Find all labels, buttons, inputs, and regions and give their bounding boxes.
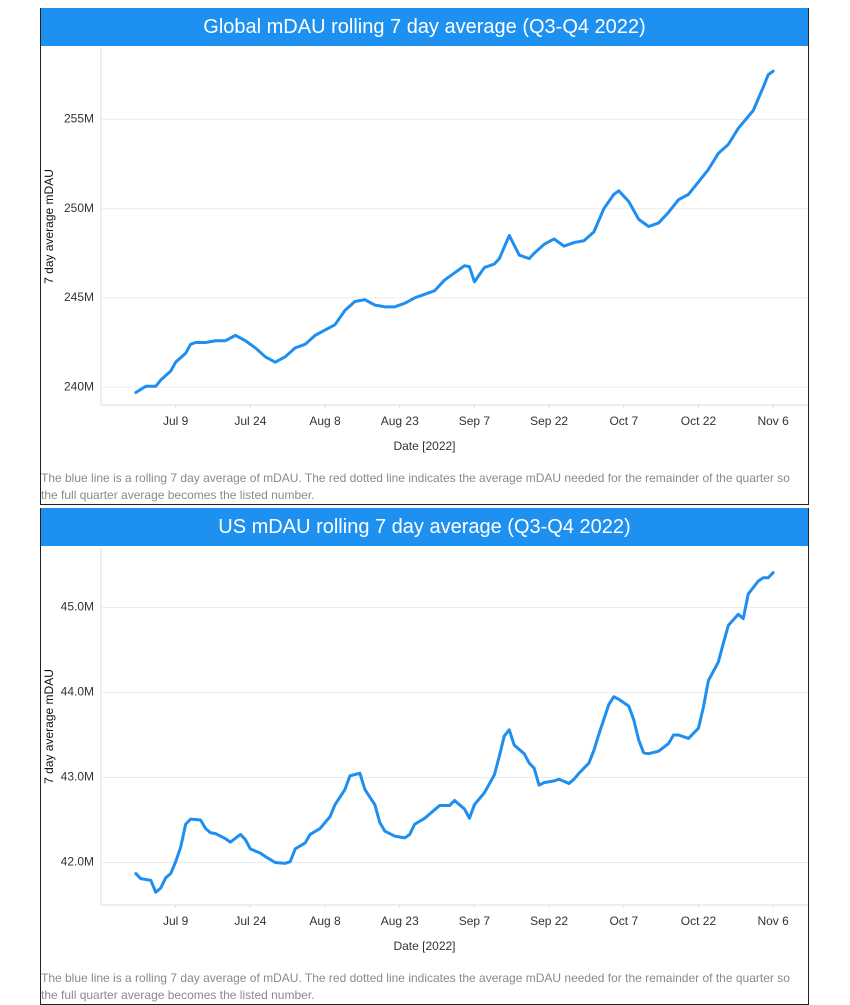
x-tick-label: Aug 23	[381, 414, 419, 428]
y-axis-title: 7 day average mDAU	[42, 169, 56, 284]
x-tick-label: Oct 7	[609, 914, 638, 928]
x-tick-label: Sep 22	[530, 414, 568, 428]
y-tick-label: 240M	[64, 379, 94, 393]
data-line	[134, 571, 775, 894]
caption: The blue line is a rolling 7 day average…	[41, 471, 790, 502]
chart-title: Global mDAU rolling 7 day average (Q3-Q4…	[41, 8, 808, 46]
x-tick-label: Sep 7	[459, 414, 491, 428]
x-tick-label: Aug 8	[309, 414, 341, 428]
chart-panel: Global mDAU rolling 7 day average (Q3-Q4…	[40, 8, 809, 505]
x-tick-label: Oct 7	[609, 414, 638, 428]
x-tick-label: Sep 7	[459, 914, 491, 928]
x-axis-title: Date [2022]	[393, 939, 455, 953]
x-tick-label: Aug 23	[381, 914, 419, 928]
x-tick-label: Jul 9	[163, 914, 189, 928]
x-tick-label: Oct 22	[681, 414, 717, 428]
chart-title: US mDAU rolling 7 day average (Q3-Q4 202…	[41, 508, 808, 546]
x-tick-label: Sep 22	[530, 914, 568, 928]
caption: The blue line is a rolling 7 day average…	[41, 971, 790, 1002]
x-axis-title: Date [2022]	[393, 439, 455, 453]
y-tick-label: 44.0M	[61, 685, 94, 699]
x-tick-label: Aug 8	[309, 914, 341, 928]
y-tick-label: 45.0M	[61, 600, 94, 614]
y-tick-label: 42.0M	[61, 855, 94, 869]
chart-panel: US mDAU rolling 7 day average (Q3-Q4 202…	[40, 508, 809, 1005]
x-tick-label: Nov 6	[757, 414, 789, 428]
chart: 240M 245M 250M 255M Jul 9 Jul 24 Aug 8 Aug 23 Se…	[42, 48, 808, 453]
x-tick-label: Oct 22	[681, 914, 717, 928]
x-tick-label: Jul 9	[163, 414, 189, 428]
y-axis-title: 7 day average mDAU	[42, 669, 56, 784]
y-tick-label: 250M	[64, 201, 94, 215]
y-tick-label: 43.0M	[61, 770, 94, 784]
x-tick-label: Nov 6	[757, 914, 789, 928]
chart: 42.0M 43.0M 44.0M 45.0M Jul 9 Jul 24 Aug 8 Aug …	[42, 548, 808, 953]
y-tick-label: 245M	[64, 290, 94, 304]
x-tick-label: Jul 24	[234, 914, 266, 928]
data-line	[134, 69, 775, 395]
x-tick-label: Jul 24	[234, 414, 266, 428]
y-tick-label: 255M	[64, 112, 94, 126]
